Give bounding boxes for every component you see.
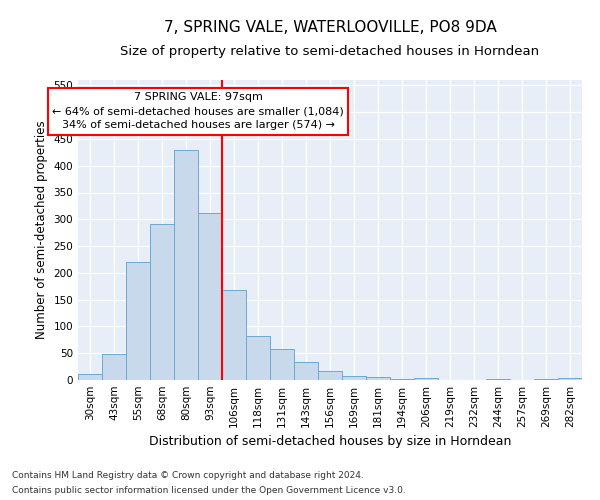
Bar bbox=[342, 376, 366, 380]
Bar bbox=[198, 214, 222, 380]
Text: Contains HM Land Registry data © Crown copyright and database right 2024.: Contains HM Land Registry data © Crown c… bbox=[12, 471, 364, 480]
Bar bbox=[246, 336, 270, 380]
Bar bbox=[414, 378, 438, 380]
Text: Contains public sector information licensed under the Open Government Licence v3: Contains public sector information licen… bbox=[12, 486, 406, 495]
Bar bbox=[366, 378, 390, 380]
Bar bbox=[222, 290, 246, 380]
Text: 7, SPRING VALE, WATERLOOVILLE, PO8 9DA: 7, SPRING VALE, WATERLOOVILLE, PO8 9DA bbox=[164, 20, 496, 35]
Bar bbox=[270, 350, 294, 380]
Bar bbox=[102, 354, 126, 380]
Bar bbox=[150, 224, 174, 380]
Bar bbox=[126, 262, 150, 380]
X-axis label: Distribution of semi-detached houses by size in Horndean: Distribution of semi-detached houses by … bbox=[149, 436, 511, 448]
Bar bbox=[558, 378, 582, 380]
Text: Size of property relative to semi-detached houses in Horndean: Size of property relative to semi-detach… bbox=[121, 45, 539, 58]
Text: 7 SPRING VALE: 97sqm
← 64% of semi-detached houses are smaller (1,084)
34% of se: 7 SPRING VALE: 97sqm ← 64% of semi-detac… bbox=[52, 92, 344, 130]
Bar bbox=[78, 374, 102, 380]
Bar bbox=[390, 379, 414, 380]
Bar bbox=[294, 362, 318, 380]
Y-axis label: Number of semi-detached properties: Number of semi-detached properties bbox=[35, 120, 48, 340]
Bar bbox=[174, 150, 198, 380]
Bar bbox=[318, 372, 342, 380]
